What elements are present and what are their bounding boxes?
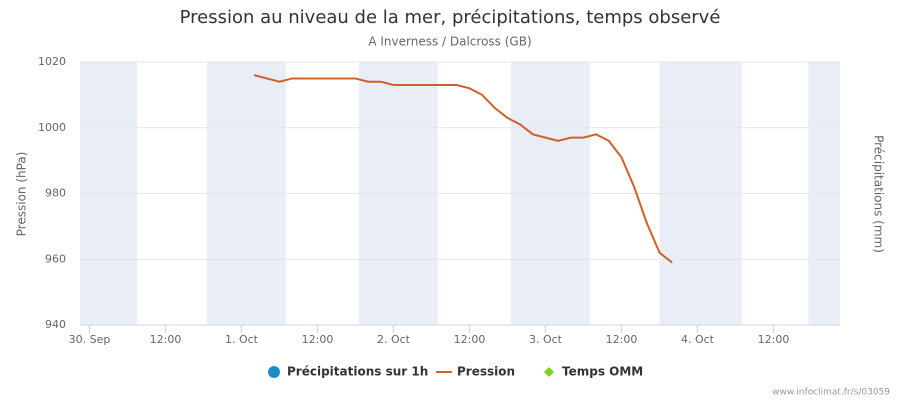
legend-item: Pression bbox=[436, 365, 515, 379]
credit: www.infoclimat.fr/s/03059 bbox=[772, 388, 890, 398]
legend-label: Temps OMM bbox=[562, 365, 643, 379]
legend-label: Pression bbox=[457, 365, 515, 379]
x-tick-label: 12:00 bbox=[606, 333, 638, 346]
y-tick-label: 940 bbox=[45, 318, 66, 331]
legend: Précipitations sur 1h Pression Temps OMM bbox=[268, 365, 643, 379]
legend-symbol bbox=[268, 366, 280, 378]
chart-subtitle: A Inverness / Dalcross (GB) bbox=[368, 35, 531, 49]
x-tick-label: 12:00 bbox=[150, 333, 182, 346]
legend-item: Précipitations sur 1h bbox=[268, 365, 428, 379]
x-tick-label: 3. Oct bbox=[529, 333, 563, 346]
x-tick-label: 2. Oct bbox=[377, 333, 411, 346]
x-tick-label: 12:00 bbox=[454, 333, 486, 346]
x-tick-label: 12:00 bbox=[758, 333, 790, 346]
y-tick-label: 960 bbox=[45, 252, 66, 265]
y2-axis-label: Précipitations (mm) bbox=[872, 135, 886, 253]
x-tick-label: 1. Oct bbox=[225, 333, 259, 346]
legend-item: Temps OMM bbox=[544, 365, 643, 379]
y-tick-label: 1000 bbox=[38, 121, 66, 134]
x-tick-label: 12:00 bbox=[302, 333, 334, 346]
chart-title: Pression au niveau de la mer, précipitat… bbox=[180, 7, 721, 28]
y-axis-label: Pression (hPa) bbox=[15, 152, 29, 237]
x-tick-label: 30. Sep bbox=[69, 333, 111, 346]
legend-symbol bbox=[544, 367, 554, 377]
y-tick-label: 1020 bbox=[38, 55, 66, 68]
y-tick-label: 980 bbox=[45, 187, 66, 200]
legend-label: Précipitations sur 1h bbox=[287, 365, 428, 379]
x-tick-label: 4. Oct bbox=[681, 333, 715, 346]
pressure-line bbox=[253, 74, 673, 264]
